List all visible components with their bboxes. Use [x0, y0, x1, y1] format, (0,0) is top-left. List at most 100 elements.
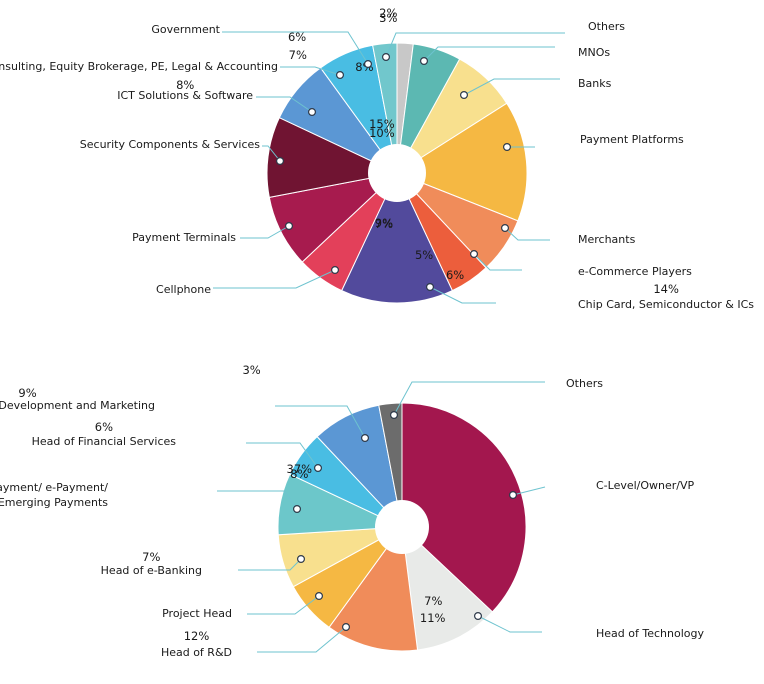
value-label: 15%	[369, 117, 395, 131]
pie-slice	[372, 42, 398, 174]
leader-line	[275, 405, 366, 439]
value-label: 10%	[369, 126, 395, 140]
category-label: Consulting, Equity Brokerage, PE, Legal …	[0, 60, 278, 73]
donut-hole	[368, 144, 426, 202]
value-label: 7%	[142, 550, 160, 564]
label-marker	[501, 224, 510, 233]
leader-line	[280, 66, 341, 76]
label-marker	[509, 491, 518, 500]
pie-slice	[378, 402, 403, 528]
label-marker	[276, 157, 285, 166]
pie-chart-2: 37% C-Level/Owner/VP 11% Head of Technology…	[0, 363, 704, 659]
label-marker	[420, 56, 429, 65]
label-marker	[314, 464, 323, 473]
label-marker	[293, 505, 302, 514]
value-label: 12%	[184, 629, 210, 643]
category-label: Cellphone	[156, 283, 211, 296]
category-label: e-Commerce Players	[578, 265, 692, 278]
category-label: Chip Card, Semiconductor & ICs	[578, 298, 754, 311]
value-label: 37%	[287, 462, 313, 476]
category-label: Payment Platforms	[580, 133, 684, 146]
leader-line	[429, 286, 496, 304]
value-label: 9%	[375, 216, 393, 230]
label-marker	[364, 59, 373, 68]
category-label: Project Head	[162, 607, 232, 620]
label-marker	[361, 434, 370, 443]
value-label: 6%	[288, 30, 306, 44]
leader-line	[238, 558, 302, 571]
label-marker	[503, 143, 512, 152]
value-label: 3%	[242, 363, 260, 377]
category-label: Others	[566, 377, 603, 390]
label-marker	[297, 554, 306, 563]
pie-chart-1: 2% Others 6% MNOs 8% Banks 15% Payment Platform…	[0, 6, 754, 311]
value-label: 7%	[289, 48, 307, 62]
label-marker	[308, 107, 317, 116]
category-label: Head of Business Development and Marketi…	[0, 399, 155, 412]
leader-line	[247, 595, 320, 615]
label-marker	[331, 266, 340, 275]
pie-slice	[401, 402, 527, 613]
value-label: 5%	[415, 248, 433, 262]
value-label: 3%	[379, 11, 397, 25]
leader-line	[463, 78, 560, 96]
leader-line	[477, 615, 542, 633]
value-label: 9%	[18, 386, 36, 400]
category-label: Head of e-Banking	[101, 564, 202, 577]
value-label: 6%	[446, 268, 464, 282]
leader-line	[222, 31, 369, 65]
label-marker	[315, 591, 324, 600]
leader-line	[423, 46, 555, 62]
value-label: 11%	[420, 611, 446, 625]
value-label: 8%	[290, 467, 308, 481]
value-label: 6%	[95, 420, 113, 434]
value-label: 8%	[176, 78, 194, 92]
leader-line	[393, 381, 545, 416]
label-marker	[382, 52, 391, 61]
label-marker	[285, 222, 294, 231]
category-label: Head of Mobile Payment/ e-Payment/	[0, 481, 108, 494]
leader-line	[504, 227, 550, 241]
value-label: 7%	[424, 594, 442, 608]
pie-slice	[340, 171, 454, 304]
pie-slice	[395, 102, 528, 222]
pie-slice	[328, 525, 419, 652]
leader-line	[240, 225, 290, 239]
leader-line	[473, 253, 522, 271]
label-marker	[342, 622, 351, 631]
pie-slice	[266, 116, 399, 198]
leader-line	[213, 269, 336, 289]
category-label: Security Components & Services	[80, 138, 260, 151]
category-label: Others	[588, 20, 625, 33]
leader-line	[262, 145, 281, 162]
category-label: Head of Technology	[596, 627, 704, 640]
leader-line	[246, 442, 319, 469]
value-label: 14%	[653, 282, 679, 296]
leader-line	[385, 32, 565, 58]
category-label: C-Level/Owner/VP	[596, 479, 695, 492]
category-label: Emerging Payments	[0, 496, 108, 509]
label-marker	[474, 611, 483, 620]
value-label: 2%	[379, 6, 397, 20]
category-label: Head of R&D	[161, 646, 232, 659]
leader-line	[217, 490, 298, 510]
category-label: Head of Financial Services	[32, 435, 177, 448]
leader-line	[512, 486, 546, 496]
category-label: ICT Solutions & Software	[117, 89, 253, 102]
category-label: MNOs	[578, 46, 610, 59]
leader-line	[256, 96, 313, 113]
category-label: Banks	[578, 77, 612, 90]
label-marker	[336, 70, 345, 79]
label-marker	[460, 90, 469, 99]
label-marker	[470, 250, 479, 259]
value-label: 7%	[375, 217, 393, 231]
category-label: Payment Terminals	[132, 231, 236, 244]
donut-hole	[375, 500, 429, 554]
leader-line	[257, 626, 347, 653]
category-label: Government	[151, 23, 220, 36]
label-marker	[390, 411, 399, 420]
label-marker	[426, 283, 435, 292]
category-label: Merchants	[578, 233, 636, 246]
pie-slice	[401, 525, 494, 651]
